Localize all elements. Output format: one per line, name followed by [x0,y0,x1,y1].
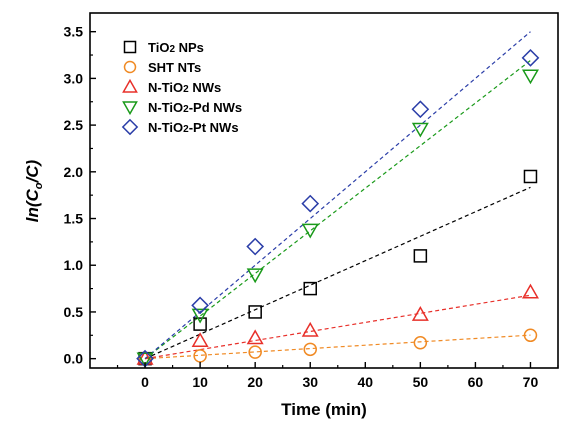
data-point-n-tio2-pt-nws [246,237,265,256]
data-point-tio2-nps [523,169,538,184]
legend-marker [122,101,138,116]
data-point-sht-nts [248,345,262,359]
fit-line-n-tio2-pt-nws [144,31,531,360]
data-point-sht-nts [303,342,317,357]
data-point-n-tio2-nws [246,329,264,345]
data-point-n-tio2-pt-nws [521,48,540,67]
data-point-n-tio2-pd-nws [301,223,319,239]
legend-label: N-TiO2-Pt NWs [148,120,239,135]
data-point-n-tio2-pt-nws [301,194,320,213]
data-point-n-tio2-nws [301,321,319,337]
data-point-tio2-nps [193,317,207,331]
x-tick-label: 60 [468,374,484,390]
legend-label: TiO2 NPs [148,40,204,55]
data-point-n-tio2-nws [411,306,429,321]
data-point-n-tio2-pd-nws [411,122,429,138]
data-point-tio2-nps [413,249,428,263]
data-point-n-tio2-nws [521,283,539,299]
data-point-n-tio2-pd-nws [136,352,154,368]
data-markers [136,48,540,368]
data-point-n-tio2-pd-nws [521,69,539,85]
y-tick-label: 3.0 [64,70,84,86]
data-point-n-tio2-pd-nws [191,308,209,324]
x-tick-label: 40 [358,374,374,390]
legend-label: SHT NTs [148,60,201,75]
legend: TiO2 NPs SHT NTs N-TiO2 NWs N-TiO2-Pd NWs N-… [121,40,242,136]
y-tick-label: 2.0 [64,164,84,180]
data-point-sht-nts [523,328,538,343]
data-point-sht-nts [193,349,207,363]
data-point-n-tio2-pt-nws [191,296,209,315]
fit-lines [144,31,531,360]
x-tick-label: 10 [192,374,208,390]
y-tick-label: 1.0 [64,257,84,273]
legend-label: N-TiO2 NWs [148,80,221,95]
data-point-tio2-nps [248,305,262,319]
fit-line-n-tio2-nws [144,294,531,360]
x-tick-label: 0 [141,374,149,390]
y-axis-title: ln(Co/C) [23,159,45,222]
y-tick-label: 0.5 [64,304,84,320]
x-tick-label: 50 [413,374,429,390]
legend-marker [122,78,138,93]
legend-marker [123,60,137,74]
legend-marker [121,118,139,136]
data-point-tio2-nps [303,281,317,296]
x-tick-label: 20 [247,374,263,390]
data-point-n-tio2-nws [191,332,209,348]
y-axis-ticks: 0.0 0.5 1.0 1.5 2.0 2.5 3.0 3.5 [64,24,96,367]
data-point-n-tio2-pt-nws [411,100,430,119]
fit-line-n-tio2-pd-nws [144,59,531,360]
y-tick-label: 0.0 [64,351,84,367]
fit-line-sht-nts [145,334,531,360]
legend-label: N-TiO2-Pd NWs [148,100,242,115]
plot-frame [89,12,559,369]
x-tick-label: 70 [523,374,539,390]
x-tick-label: 30 [302,374,318,390]
y-tick-label: 1.5 [64,211,84,227]
legend-marker [123,40,137,54]
x-axis-ticks: 0 10 20 30 40 50 60 70 [116,362,559,390]
x-axis-title: Time (min) [281,400,367,419]
y-tick-label: 2.5 [64,117,84,133]
data-point-n-tio2-pd-nws [246,268,264,284]
y-tick-label: 3.5 [64,24,84,40]
fit-line-tio2-nps [144,186,531,360]
data-point-sht-nts [413,336,428,350]
